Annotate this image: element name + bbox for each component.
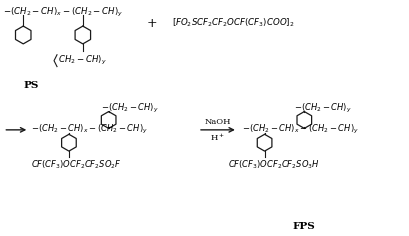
Text: H$^+$: H$^+$ xyxy=(211,131,225,143)
Text: $-(CH_2-CH)_y$: $-(CH_2-CH)_y$ xyxy=(294,101,352,115)
Text: +: + xyxy=(147,17,157,30)
Text: $CF(CF_3)OCF_2CF_2SO_3H$: $CF(CF_3)OCF_2CF_2SO_3H$ xyxy=(228,158,319,171)
Text: $[FO_2SCF_2CF_2OCF(CF_3)COO]_2$: $[FO_2SCF_2CF_2OCF(CF_3)COO]_2$ xyxy=(172,17,295,29)
Text: $-(CH_2-CH)_y$: $-(CH_2-CH)_y$ xyxy=(101,101,158,115)
Text: $-(CH_2-CH)_x-(CH_2-CH)_y$: $-(CH_2-CH)_x-(CH_2-CH)_y$ xyxy=(242,123,359,136)
Text: $-(CH_2-CH)_x-(CH_2-CH)_y$: $-(CH_2-CH)_x-(CH_2-CH)_y$ xyxy=(3,6,124,19)
Text: $CF(CF_3)OCF_2CF_2SO_2F$: $CF(CF_3)OCF_2CF_2SO_2F$ xyxy=(31,158,122,171)
Text: NaOH: NaOH xyxy=(204,118,231,126)
Text: FPS: FPS xyxy=(293,222,316,231)
Text: $CH_2-CH)_y$: $CH_2-CH)_y$ xyxy=(58,54,107,67)
Text: PS: PS xyxy=(23,81,39,90)
Text: $-(CH_2-CH)_x-(CH_2-CH)_y$: $-(CH_2-CH)_x-(CH_2-CH)_y$ xyxy=(31,123,148,136)
